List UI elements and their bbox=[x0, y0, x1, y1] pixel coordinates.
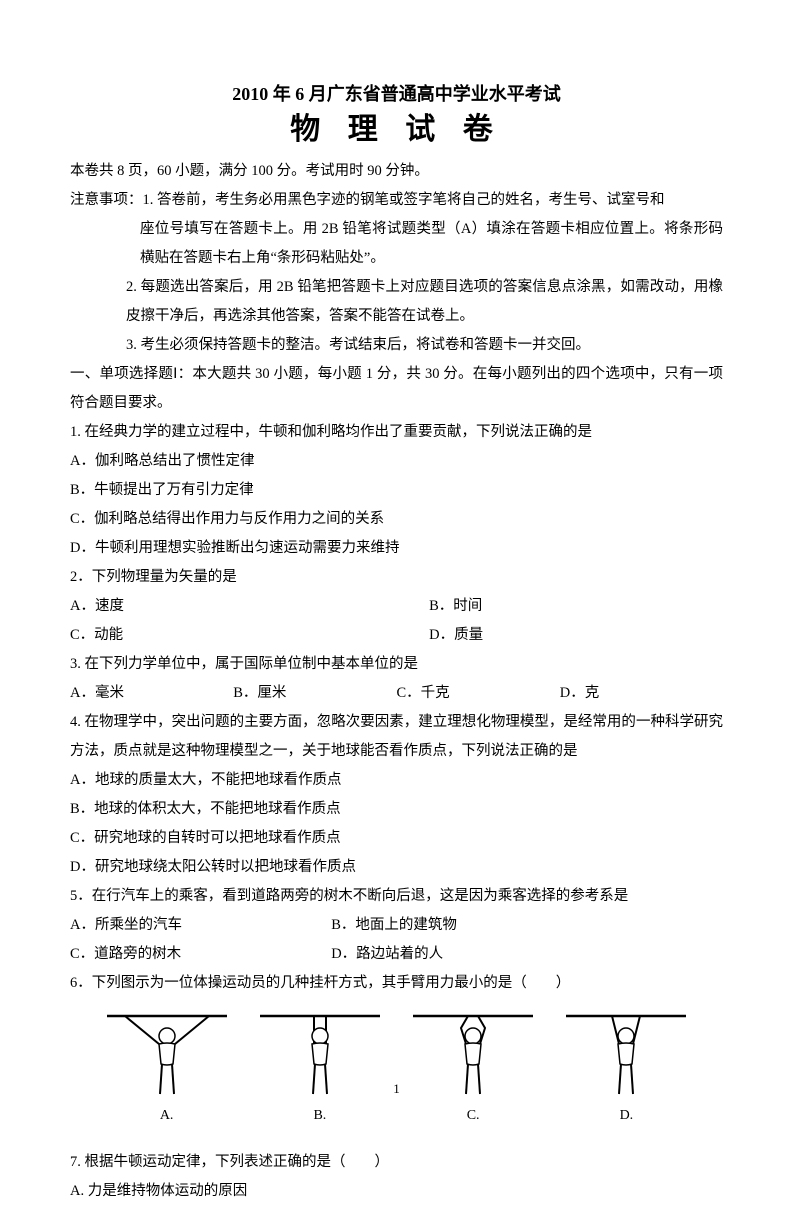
q6-fig-b: B. bbox=[260, 1006, 380, 1130]
q2-opt-b: B．时间 bbox=[429, 592, 723, 621]
q2-opt-a: A．速度 bbox=[70, 592, 429, 621]
notice-1-rest: 座位号填写在答题卡上。用 2B 铅笔将试题类型（A）填涂在答题卡相应位置上。将条… bbox=[70, 215, 723, 273]
q7-opt-a: A. 力是维持物体运动的原因 bbox=[70, 1177, 723, 1206]
exam-page: 2010 年 6 月广东省普通高中学业水平考试 物 理 试 卷 本卷共 8 页，… bbox=[0, 0, 793, 1122]
q6-fig-a: A. bbox=[107, 1006, 227, 1130]
notice-block: 注意事项：1. 答卷前，考生务必用黑色字迹的钢笔或签字笔将自己的姓名，考生号、试… bbox=[70, 186, 723, 360]
q4-opt-a: A．地球的质量太大，不能把地球看作质点 bbox=[70, 766, 723, 795]
q1-opt-b: B．牛顿提出了万有引力定律 bbox=[70, 476, 723, 505]
q7-stem: 7. 根据牛顿运动定律，下列表述正确的是（ ） bbox=[70, 1148, 723, 1177]
notice-1-head: 1. 答卷前，考生务必用黑色字迹的钢笔或签字笔将自己的姓名，考生号、试室号和 bbox=[143, 192, 665, 208]
q6-figures: A. B. bbox=[70, 1006, 723, 1130]
notice-label: 注意事项： bbox=[70, 192, 143, 208]
q5-opt-b: B．地面上的建筑物 bbox=[331, 911, 723, 940]
q5-opt-c: C．道路旁的树木 bbox=[70, 940, 331, 969]
q2-opt-d: D．质量 bbox=[429, 621, 723, 650]
notice-2: 2. 每题选出答案后，用 2B 铅笔把答题卡上对应题目选项的答案信息点涂黑，如需… bbox=[70, 273, 723, 331]
q4-opt-b: B．地球的体积太大，不能把地球看作质点 bbox=[70, 795, 723, 824]
q6-label-d: D. bbox=[566, 1102, 686, 1130]
q6-label-a: A. bbox=[107, 1102, 227, 1130]
q2-opt-c: C．动能 bbox=[70, 621, 429, 650]
q1-stem: 1. 在经典力学的建立过程中，牛顿和伽利略均作出了重要贡献，下列说法正确的是 bbox=[70, 418, 723, 447]
q2-stem: 2．下列物理量为矢量的是 bbox=[70, 563, 723, 592]
q6-label-c: C. bbox=[413, 1102, 533, 1130]
q5-stem: 5．在行汽车上的乘客，看到道路两旁的树木不断向后退，这是因为乘客选择的参考系是 bbox=[70, 882, 723, 911]
q2-row2: C．动能 D．质量 bbox=[70, 621, 723, 650]
notice-3: 3. 考生必须保持答题卡的整洁。考试结束后，将试卷和答题卡一并交回。 bbox=[70, 331, 723, 360]
q2-row1: A．速度 B．时间 bbox=[70, 592, 723, 621]
q3-opt-a: A．毫米 bbox=[70, 679, 233, 708]
q3-opt-d: D．克 bbox=[560, 679, 723, 708]
q1-opt-c: C．伽利略总结得出作用力与反作用力之间的关系 bbox=[70, 505, 723, 534]
q5-opt-d: D．路边站着的人 bbox=[331, 940, 723, 969]
q6-stem: 6．下列图示为一位体操运动员的几种挂杆方式，其手臂用力最小的是（ ） bbox=[70, 969, 723, 998]
q3-row: A．毫米 B．厘米 C．千克 D．克 bbox=[70, 679, 723, 708]
section-1-title: 一、单项选择题Ⅰ：本大题共 30 小题，每小题 1 分，共 30 分。在每小题列… bbox=[70, 360, 723, 418]
q1-opt-a: A．伽利略总结出了惯性定律 bbox=[70, 447, 723, 476]
q4-stem: 4. 在物理学中，突出问题的主要方面，忽略次要因素，建立理想化物理模型，是经常用… bbox=[70, 708, 723, 766]
q3-stem: 3. 在下列力学单位中，属于国际单位制中基本单位的是 bbox=[70, 650, 723, 679]
exam-title-line1: 2010 年 6 月广东省普通高中学业水平考试 bbox=[70, 80, 723, 109]
q1-opt-d: D．牛顿利用理想实验推断出匀速运动需要力来维持 bbox=[70, 534, 723, 563]
q6-label-b: B. bbox=[260, 1102, 380, 1130]
q6-fig-c: C. bbox=[413, 1006, 533, 1130]
q4-opt-c: C．研究地球的自转时可以把地球看作质点 bbox=[70, 824, 723, 853]
q5-opt-a: A．所乘坐的汽车 bbox=[70, 911, 331, 940]
q3-opt-c: C．千克 bbox=[397, 679, 560, 708]
q6-fig-d: D. bbox=[566, 1006, 686, 1130]
q4-opt-d: D．研究地球绕太阳公转时以把地球看作质点 bbox=[70, 853, 723, 882]
q5-row2: C．道路旁的树木 D．路边站着的人 bbox=[70, 940, 723, 969]
exam-info: 本卷共 8 页，60 小题，满分 100 分。考试用时 90 分钟。 bbox=[70, 157, 723, 186]
q3-opt-b: B．厘米 bbox=[233, 679, 396, 708]
q5-row1: A．所乘坐的汽车 B．地面上的建筑物 bbox=[70, 911, 723, 940]
page-number: 1 bbox=[0, 1076, 793, 1102]
exam-title-line2: 物 理 试 卷 bbox=[70, 109, 723, 151]
